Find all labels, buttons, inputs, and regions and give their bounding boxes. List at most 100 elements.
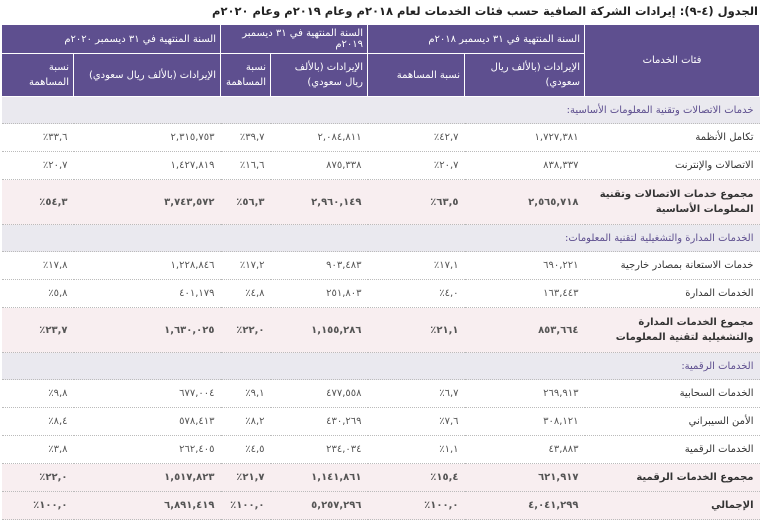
share-cell: ٢٢,٠٪ <box>1 463 74 492</box>
revenue-cell: ٢,٥٦٥,٧١٨ <box>464 179 585 225</box>
revenue-cell: ٦,٨٩١,٤١٩ <box>73 491 221 520</box>
revenue-header: الإيرادات (بالألف ريال سعودي) <box>73 53 221 97</box>
data-row: الخدمات المدارة ١٦٣,٤٤٣ ٤,٠٪ ٢٥١,٨٠٣ ٤,٨٪ ٤٠١… <box>1 279 760 308</box>
revenue-cell: ٤٣٠,٢٦٩ <box>270 407 368 436</box>
revenue-cell: ٢٦٩,٩١٣ <box>464 379 585 408</box>
share-cell: ٥٦,٣٪ <box>220 179 271 225</box>
total-row: مجموع الخدمات الرقمية ٦٢١,٩١٧ ١٥,٤٪ ١,١٤١,٨… <box>1 463 760 492</box>
share-cell: ١٠٠,٠٪ <box>1 491 74 520</box>
share-cell: ٨,٢٪ <box>220 407 271 436</box>
row-label: الإجمالي <box>584 491 760 520</box>
revenue-cell: ٢,٩٦٠,١٤٩ <box>270 179 368 225</box>
section-row: الخدمات الرقمية: <box>1 352 760 380</box>
share-cell: ٩,٨٪ <box>1 379 74 408</box>
share-cell: ٢١,٧٪ <box>220 463 271 492</box>
row-label: الخدمات الرقمية <box>584 435 760 464</box>
share-header: نسبة المساهمة <box>367 53 465 97</box>
revenue-cell: ٦٢١,٩١٧ <box>464 463 585 492</box>
share-cell: ٤,٥٪ <box>220 435 271 464</box>
revenue-cell: ٥٧٨,٤١٣ <box>73 407 221 436</box>
revenue-table: فئات الخدمات السنة المنتهية في ٣١ ديسمبر… <box>1 24 760 520</box>
row-label: مجموع الخدمات المدارة والتشغيلية لتقنية … <box>584 307 760 353</box>
row-label: تكامل الأنظمة <box>584 123 760 152</box>
section-title: الخدمات الرقمية: <box>1 352 760 380</box>
share-cell: ١٠٠,٠٪ <box>367 491 465 520</box>
share-cell: ٤٢,٧٪ <box>367 123 465 152</box>
share-cell: ٨,٤٪ <box>1 407 74 436</box>
data-row: الخدمات السحابية ٢٦٩,٩١٣ ٦,٧٪ ٤٧٧,٥٥٨ ٩,١٪ ٦٧… <box>1 379 760 408</box>
section-row: الخدمات المدارة والتشغيلية لتقنية المعلو… <box>1 224 760 252</box>
section-title: الخدمات المدارة والتشغيلية لتقنية المعلو… <box>1 224 760 252</box>
header-row: فئات الخدمات السنة المنتهية في ٣١ ديسمبر… <box>1 24 760 97</box>
revenue-cell: ١,٢٢٨,٨٤٦ <box>73 251 221 280</box>
data-row: الاتصالات والإنترنت ٨٣٨,٣٣٧ ٢٠,٧٪ ٨٧٥,٣٣٨ ١٦… <box>1 151 760 180</box>
revenue-header: الإيرادات (بالألف ريال سعودي) <box>464 53 585 97</box>
share-header: نسبة المساهمة <box>220 53 271 97</box>
share-cell: ٢٣,٧٪ <box>1 307 74 353</box>
share-cell: ٦٣,٥٪ <box>367 179 465 225</box>
share-cell: ٢٢,٠٪ <box>220 307 271 353</box>
revenue-cell: ٤٣,٨٨٣ <box>464 435 585 464</box>
share-cell: ٩,١٪ <box>220 379 271 408</box>
revenue-cell: ١,٧٢٧,٣٨١ <box>464 123 585 152</box>
section-row: خدمات الاتصالات وتقنية المعلومات الأساسي… <box>1 96 760 124</box>
revenue-cell: ٢,٠٨٤,٨١١ <box>270 123 368 152</box>
revenue-cell: ٢٣٤,٠٣٤ <box>270 435 368 464</box>
revenue-cell: ٤,٠٤١,٢٩٩ <box>464 491 585 520</box>
revenue-cell: ٨٣٨,٣٣٧ <box>464 151 585 180</box>
row-label: مجموع خدمات الاتصالات وتقنية المعلومات ا… <box>584 179 760 225</box>
revenue-cell: ٢,٣١٥,٧٥٣ <box>73 123 221 152</box>
revenue-cell: ١,٤٢٧,٨١٩ <box>73 151 221 180</box>
share-cell: ٧,٦٪ <box>367 407 465 436</box>
share-cell: ١٧,١٪ <box>367 251 465 280</box>
share-cell: ٣٣,٦٪ <box>1 123 74 152</box>
subheader-row: الإيرادات (بالألف ريال سعودي) نسبة المسا… <box>1 53 760 97</box>
share-cell: ٤,٠٪ <box>367 279 465 308</box>
revenue-cell: ٩٠٣,٤٨٣ <box>270 251 368 280</box>
revenue-header: الإيرادات (بالألف ريال سعودي) <box>270 53 368 97</box>
share-cell: ١,١٪ <box>367 435 465 464</box>
table-title: الجدول (٤-٩): إيرادات الشركة الصافية حسب… <box>212 4 758 18</box>
row-label: خدمات الاستعانة بمصادر خارجية <box>584 251 760 280</box>
revenue-cell: ١,١٥٥,٢٨٦ <box>270 307 368 353</box>
revenue-cell: ٦٩٠,٢٢١ <box>464 251 585 280</box>
data-row: الخدمات الرقمية ٤٣,٨٨٣ ١,١٪ ٢٣٤,٠٣٤ ٤,٥٪ ٢٦٢,… <box>1 435 760 464</box>
data-row: الأمن السيبراني ٣٠٨,١٢١ ٧,٦٪ ٤٣٠,٢٦٩ ٨,٢٪ ٥٧٨… <box>1 407 760 436</box>
revenue-cell: ٨٥٣,٦٦٤ <box>464 307 585 353</box>
grand-total-row: الإجمالي ٤,٠٤١,٢٩٩ ١٠٠,٠٪ ٥,٢٥٧,٢٩٦ ١٠٠,٠٪ ٦,… <box>1 491 760 520</box>
revenue-cell: ٢٥١,٨٠٣ <box>270 279 368 308</box>
share-cell: ٦,٧٪ <box>367 379 465 408</box>
share-cell: ١٠٠,٠٪ <box>220 491 271 520</box>
share-cell: ٤,٨٪ <box>220 279 271 308</box>
share-cell: ١٦,٦٪ <box>220 151 271 180</box>
table-header: فئات الخدمات السنة المنتهية في ٣١ ديسمبر… <box>1 24 760 97</box>
row-label: مجموع الخدمات الرقمية <box>584 463 760 492</box>
revenue-cell: ١,٦٣٠,٠٢٥ <box>73 307 221 353</box>
revenue-cell: ١,١٤١,٨٦١ <box>270 463 368 492</box>
share-cell: ٥٤,٣٪ <box>1 179 74 225</box>
total-row: مجموع الخدمات المدارة والتشغيلية لتقنية … <box>1 307 760 353</box>
row-label: الخدمات المدارة <box>584 279 760 308</box>
revenue-cell: ٢٦٢,٤٠٥ <box>73 435 221 464</box>
data-row: خدمات الاستعانة بمصادر خارجية ٦٩٠,٢٢١ ١٧,١… <box>1 251 760 280</box>
section-title: خدمات الاتصالات وتقنية المعلومات الأساسي… <box>1 96 760 124</box>
year-header: السنة المنتهية في ٣١ ديسمبر ٢٠٢٠م <box>1 24 221 54</box>
share-cell: ٢١,١٪ <box>367 307 465 353</box>
share-cell: ١٥,٤٪ <box>367 463 465 492</box>
share-cell: ٥,٨٪ <box>1 279 74 308</box>
share-cell: ٣٩,٧٪ <box>220 123 271 152</box>
table-body: خدمات الاتصالات وتقنية المعلومات الأساسي… <box>1 96 760 520</box>
revenue-cell: ٣٠٨,١٢١ <box>464 407 585 436</box>
year-header: السنة المنتهية في ٣١ ديسمبر ٢٠١٨م <box>367 24 585 54</box>
revenue-cell: ١,٥١٧,٨٢٣ <box>73 463 221 492</box>
category-header: فئات الخدمات <box>584 24 760 97</box>
row-label: الأمن السيبراني <box>584 407 760 436</box>
share-cell: ١٧,٢٪ <box>220 251 271 280</box>
revenue-cell: ١٦٣,٤٤٣ <box>464 279 585 308</box>
row-label: الخدمات السحابية <box>584 379 760 408</box>
share-header: نسبة المساهمة <box>1 53 74 97</box>
row-label: الاتصالات والإنترنت <box>584 151 760 180</box>
share-cell: ١٧,٨٪ <box>1 251 74 280</box>
revenue-cell: ٤٧٧,٥٥٨ <box>270 379 368 408</box>
data-row: تكامل الأنظمة ١,٧٢٧,٣٨١ ٤٢,٧٪ ٢,٠٨٤,٨١١ ٣٩,٧… <box>1 123 760 152</box>
